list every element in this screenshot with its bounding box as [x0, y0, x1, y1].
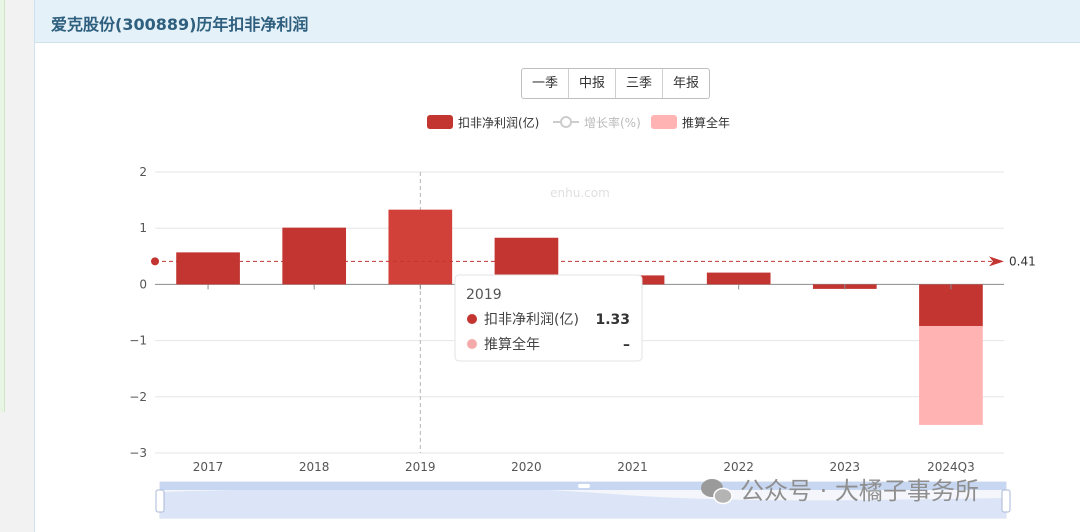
y-tick-label: −3	[129, 446, 147, 460]
legend-swatch-2[interactable]	[651, 115, 677, 129]
mark-line-label: 0.41	[1009, 254, 1036, 268]
y-tick-label: 0	[139, 277, 147, 291]
panel-title: 爱克股份(300889)历年扣非净利润	[51, 15, 309, 34]
mark-line-start-point	[151, 257, 159, 266]
site-watermark: enhu.com	[550, 186, 610, 200]
tooltip-row-label: 推算全年	[484, 336, 540, 353]
bar-profit-2024Q3	[919, 284, 983, 326]
tooltip-box	[454, 274, 643, 362]
tab-q1[interactable]: 一季	[522, 69, 569, 98]
y-tick-label: −2	[129, 390, 147, 404]
left-edge-strip	[0, 0, 5, 412]
bar-profit-2017	[176, 252, 240, 285]
x-tick-label: 2023	[830, 460, 861, 474]
x-tick-label: 2022	[723, 460, 754, 474]
x-tick-label: 2019	[405, 460, 436, 474]
wechat-logo-icon	[701, 479, 733, 505]
legend-label-2[interactable]: 推算全年	[682, 115, 730, 130]
footer-watermark-text: 公众号 · 大橘子事务所	[740, 477, 979, 505]
legend-label-0[interactable]: 扣非净利润(亿)	[458, 115, 539, 130]
zoom-slider-preview-area	[160, 486, 1006, 518]
tooltip-row-value: –	[623, 337, 630, 353]
bar-estimate-2024Q3	[919, 325, 983, 425]
legend-swatch-dot[interactable]	[560, 116, 572, 128]
zoom-slider-move-handle[interactable]	[578, 484, 590, 488]
panel-header: 爱克股份(300889)历年扣非净利润	[35, 0, 1080, 43]
period-tabs: 一季 中报 三季 年报	[521, 68, 710, 99]
y-tick-label: 2	[139, 165, 147, 179]
wechat-bubble-small	[713, 487, 733, 505]
tab-q3[interactable]: 三季	[616, 69, 663, 98]
x-tick-label: 2020	[511, 460, 542, 474]
zoom-slider-right-handle[interactable]	[1001, 489, 1011, 513]
legend-label-1[interactable]: 增长率(%)	[584, 115, 641, 130]
mark-line-arrow	[989, 256, 1004, 267]
y-tick-label: −1	[129, 334, 147, 348]
tooltip-title: 2019	[466, 287, 502, 303]
x-tick-label: 2024Q3	[927, 460, 975, 474]
legend-swatch-0[interactable]	[427, 115, 453, 129]
bar-profit-2022	[706, 272, 771, 285]
zoom-slider-left-handle[interactable]	[155, 489, 165, 513]
tooltip-dot	[467, 339, 477, 349]
x-tick-label: 2021	[617, 460, 648, 474]
tooltip-row-label: 扣非净利润(亿)	[484, 312, 579, 328]
x-tick-label: 2018	[299, 460, 330, 474]
bar-profit-2018	[282, 227, 347, 285]
y-tick-label: 1	[139, 221, 147, 235]
tab-half-year[interactable]: 中报	[569, 69, 616, 98]
tooltip-dot	[467, 314, 477, 324]
bar-profit-2019	[388, 209, 453, 285]
tab-annual[interactable]: 年报	[672, 76, 699, 91]
x-tick-label: 2017	[193, 460, 224, 474]
tooltip-row-value: 1.33	[595, 312, 630, 328]
